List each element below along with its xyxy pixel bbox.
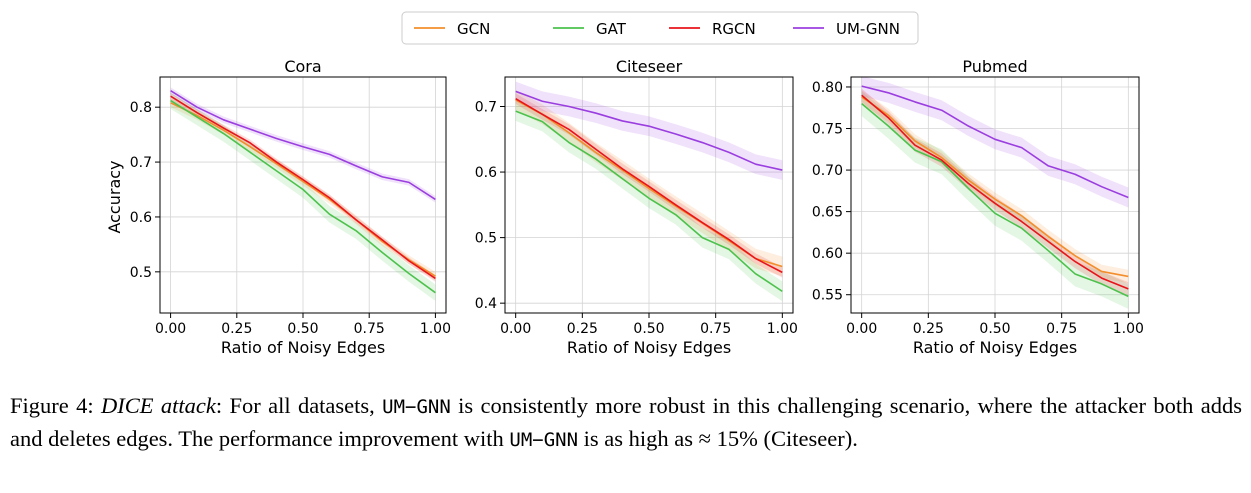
y-tick-label: 0.7 <box>130 155 152 171</box>
x-tick-label: 0.25 <box>567 321 598 337</box>
x-tick-label: 0.75 <box>1046 321 1077 337</box>
y-tick-label: 0.80 <box>812 80 843 96</box>
y-tick-label: 0.5 <box>130 265 152 281</box>
x-tick-label: 0.50 <box>633 321 664 337</box>
x-tick-label: 0.00 <box>155 321 186 337</box>
caption-label: Figure 4: <box>10 393 94 418</box>
panel-title: Cora <box>284 57 321 76</box>
line-um-gnn <box>515 90 783 171</box>
y-axis-label: Accuracy <box>105 160 124 233</box>
legend-label-gat: GAT <box>596 20 627 38</box>
y-tick-label: 0.8 <box>130 100 152 116</box>
y-tick-label: 0.70 <box>812 163 843 179</box>
y-tick-label: 0.75 <box>812 122 843 138</box>
y-tick-label: 0.60 <box>812 246 843 262</box>
line-gat <box>861 102 1129 298</box>
caption-text-2: is consistently more robust in this chal… <box>10 393 1243 451</box>
grid <box>851 77 1139 313</box>
line-rgcn <box>515 97 783 274</box>
legend-label-um-gnn: UM-GNN <box>836 20 900 38</box>
line-gat <box>170 99 436 294</box>
band-um-gnn <box>515 81 783 180</box>
x-tick-label: 1.00 <box>1113 321 1144 337</box>
panel-pubmed: 0.00 0.25 0.50 0.75 1.00 0.55 0.60 0.65 0.70 0.75… <box>812 57 1144 357</box>
x-tick-label: 0.00 <box>846 321 877 337</box>
x-axis-label: Ratio of Noisy Edges <box>913 338 1077 357</box>
line-gat <box>515 110 783 293</box>
legend: GCN GAT RGCN UM-GNN <box>401 11 919 45</box>
panel-citeseer: 0.00 0.25 0.50 0.75 1.00 0.4 0.5 0.6 0.7 Citeseer… <box>475 57 798 357</box>
line-gcn <box>861 96 1129 278</box>
line-rgcn <box>861 94 1129 290</box>
band-gat <box>170 92 436 301</box>
band-rgcn <box>861 88 1129 296</box>
panel-title: Pubmed <box>962 57 1027 76</box>
x-axis-label: Ratio of Noisy Edges <box>221 338 385 357</box>
x-tick-label: 0.75 <box>700 321 731 337</box>
x-tick-label: 1.00 <box>767 321 798 337</box>
caption-text-3: is as high as ≈ 15% (Citeseer). <box>578 426 858 451</box>
y-tick-label: 0.6 <box>130 210 152 226</box>
grid <box>160 77 446 313</box>
x-tick-label: 0.75 <box>354 321 385 337</box>
caption-attack-name: DICE attack <box>101 393 216 418</box>
x-tick-label: 0.50 <box>979 321 1010 337</box>
band-gat <box>861 91 1129 309</box>
y-tick-label: 0.55 <box>812 288 843 304</box>
y-tick-label: 0.7 <box>475 100 497 116</box>
y-tick-label: 0.5 <box>475 231 497 247</box>
legend-label-gcn: GCN <box>457 20 490 38</box>
figure-caption: Figure 4: DICE attack: For all datasets,… <box>10 390 1242 456</box>
line-rgcn <box>170 95 436 280</box>
panel-title: Citeseer <box>616 57 683 76</box>
grid <box>505 77 793 313</box>
legend-box <box>401 11 919 45</box>
caption-model-2: UM−GNN <box>509 429 579 451</box>
caption-model-1: UM−GNN <box>382 396 451 418</box>
band-gcn <box>170 98 436 281</box>
y-tick-label: 0.6 <box>475 165 497 181</box>
y-tick-label: 0.4 <box>475 296 497 312</box>
legend-label-rgcn: RGCN <box>712 20 756 38</box>
band-um-gnn <box>861 76 1129 208</box>
x-tick-label: 1.00 <box>420 321 451 337</box>
line-um-gnn <box>170 90 436 201</box>
x-axis-label: Ratio of Noisy Edges <box>567 338 731 357</box>
band-um-gnn <box>170 87 436 203</box>
x-tick-label: 0.50 <box>287 321 318 337</box>
band-gcn <box>861 90 1129 284</box>
x-tick-label: 0.00 <box>500 321 531 337</box>
x-tick-label: 0.25 <box>221 321 252 337</box>
line-um-gnn <box>861 85 1129 199</box>
caption-text-1: : For all datasets, <box>215 393 383 418</box>
x-tick-label: 0.25 <box>913 321 944 337</box>
figure-4-chart: GCN GAT RGCN UM-GNN 0.00 0.25 0.50 0.75 1.00 0.5… <box>105 11 1144 357</box>
panel-cora: 0.00 0.25 0.50 0.75 1.00 0.5 0.6 0.7 0.8 Cora Rati… <box>105 57 451 357</box>
band-gcn <box>515 90 783 277</box>
y-tick-label: 0.65 <box>812 205 843 221</box>
